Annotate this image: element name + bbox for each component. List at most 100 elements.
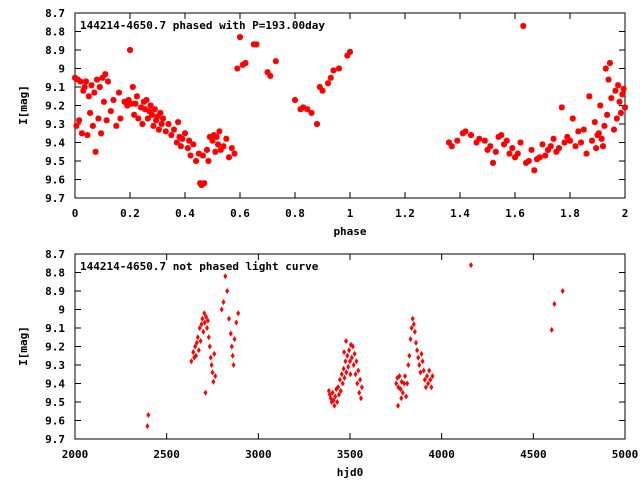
data-point xyxy=(181,129,189,138)
data-point xyxy=(229,343,234,350)
data-point xyxy=(128,83,137,91)
data-point xyxy=(95,83,104,91)
data-point xyxy=(607,94,616,103)
data-point xyxy=(527,145,536,154)
data-point xyxy=(212,350,217,357)
data-point xyxy=(410,315,415,322)
data-point xyxy=(344,369,349,376)
data-point xyxy=(419,350,424,357)
x-tick-label: 2 xyxy=(622,207,629,220)
data-point xyxy=(205,325,209,331)
data-point xyxy=(421,367,426,374)
data-point xyxy=(225,153,233,162)
data-point xyxy=(407,352,412,359)
phased-x-axis-label: phase xyxy=(333,225,366,238)
data-point xyxy=(210,369,215,376)
data-point xyxy=(524,157,533,165)
data-point xyxy=(142,96,151,104)
data-point xyxy=(178,134,187,143)
data-point xyxy=(585,92,594,101)
data-point xyxy=(621,103,629,112)
y-tick-label: 9.4 xyxy=(45,137,65,150)
data-point xyxy=(198,151,207,160)
x-tick-label: 1.8 xyxy=(560,207,580,220)
unphased-y-axis-label: I[mag] xyxy=(17,326,30,366)
data-point xyxy=(618,90,627,99)
phased-plot-frame xyxy=(74,12,626,199)
data-point xyxy=(605,59,614,67)
data-point xyxy=(549,326,554,333)
data-point xyxy=(214,140,222,149)
data-point xyxy=(232,336,237,343)
data-point xyxy=(203,389,208,396)
data-point xyxy=(138,120,147,128)
y-tick-label: 9 xyxy=(58,304,65,317)
data-point xyxy=(149,121,158,130)
data-point xyxy=(497,131,506,140)
data-point xyxy=(404,393,409,400)
phased-x-tick-labels: 0 0.2 0.4 0.6 0.8 1 1.2 1.4 1.6 1.8 2 xyxy=(72,207,629,220)
y-tick-label: 9.6 xyxy=(45,415,65,428)
data-point xyxy=(97,129,106,138)
data-point xyxy=(615,97,624,106)
data-point xyxy=(552,301,557,307)
data-point xyxy=(80,83,89,91)
y-tick-label: 8.8 xyxy=(45,267,65,280)
data-point xyxy=(326,73,335,82)
data-point xyxy=(355,380,360,387)
x-tick-label: 2500 xyxy=(153,448,180,461)
data-point xyxy=(324,79,332,88)
data-point xyxy=(574,127,583,136)
x-tick-label: 2000 xyxy=(62,448,89,461)
data-point xyxy=(126,46,134,54)
data-point xyxy=(93,75,101,84)
data-point xyxy=(86,108,95,117)
data-point xyxy=(475,134,484,143)
data-point xyxy=(335,399,340,405)
data-point xyxy=(77,129,86,138)
unphased-x-axis-label: hjd0 xyxy=(337,466,364,479)
data-point xyxy=(616,108,625,117)
data-point xyxy=(106,107,115,116)
data-point xyxy=(519,22,528,30)
data-point xyxy=(215,127,224,136)
data-point xyxy=(348,371,353,378)
data-point xyxy=(211,378,216,385)
data-point xyxy=(412,328,417,335)
data-point xyxy=(219,142,228,151)
data-point xyxy=(204,157,213,165)
data-point xyxy=(200,315,205,322)
data-point xyxy=(513,149,522,158)
x-tick-label: 0 xyxy=(72,207,79,220)
data-point xyxy=(341,365,346,372)
x-tick-label: 4500 xyxy=(520,448,547,461)
data-point xyxy=(209,362,214,368)
data-point xyxy=(588,136,596,145)
phased-y-tick-labels: 8.7 8.8 8.9 9 9.1 9.2 9.3 9.4 9.5 9.6 9.7 xyxy=(45,7,65,205)
unphased-x-tick-labels: 2000 2500 3000 3500 4000 4500 5000 xyxy=(62,448,639,461)
x-tick-label: 0.6 xyxy=(230,207,250,220)
data-point xyxy=(491,147,500,156)
data-point xyxy=(115,88,123,97)
data-point xyxy=(109,96,118,104)
data-point xyxy=(418,369,423,376)
data-point xyxy=(189,140,198,149)
data-point xyxy=(619,84,628,93)
data-point xyxy=(159,114,167,123)
data-point xyxy=(420,358,425,365)
data-point xyxy=(174,118,183,127)
data-point xyxy=(196,347,201,354)
unphased-data-points xyxy=(145,262,565,430)
data-point xyxy=(461,127,470,136)
data-point xyxy=(228,330,233,337)
data-point xyxy=(212,132,221,141)
phased-data-points xyxy=(71,22,629,190)
data-point xyxy=(82,77,90,86)
data-point xyxy=(541,151,550,160)
data-point xyxy=(353,371,358,378)
data-point xyxy=(416,354,421,361)
data-point xyxy=(222,134,231,143)
y-tick-label: 9.3 xyxy=(45,118,65,131)
data-point xyxy=(610,125,618,134)
